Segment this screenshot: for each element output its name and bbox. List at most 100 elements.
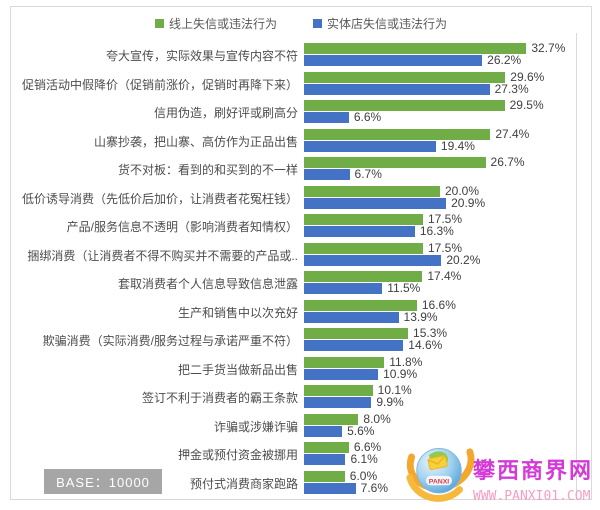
bar-offline bbox=[304, 397, 372, 408]
bar-online bbox=[304, 214, 423, 225]
legend-label-offline: 实体店失信或违法行为 bbox=[327, 17, 448, 31]
chart-row: 低价诱导消费（先低价后加价，让消费者花冤枉钱） 20.0% 20.9% bbox=[11, 184, 591, 212]
category-label: 签订不利于消费者的霸王条款 bbox=[141, 391, 298, 405]
value-label: 5.6% bbox=[347, 423, 375, 438]
legend-swatch-blue-icon bbox=[313, 19, 322, 28]
value-label: 20.9% bbox=[451, 195, 486, 210]
bar-online bbox=[304, 71, 506, 83]
value-label: 32.7% bbox=[531, 41, 566, 55]
chart-row: 把二手货当做新品出售 11.8% 10.9% bbox=[11, 355, 591, 383]
chart-frame: 线上失信或违法行为 实体店失信或违法行为 夸大宣传，实际效果与宣传内容不符 32.… bbox=[10, 6, 593, 504]
value-label: 29.5% bbox=[509, 98, 544, 112]
value-label: 26.7% bbox=[490, 155, 525, 169]
bar-online bbox=[304, 271, 423, 282]
watermark: PANXI 攀西商界网 WWW.PANXI01.COM bbox=[403, 433, 593, 504]
bar-offline bbox=[304, 482, 356, 494]
bar-offline bbox=[304, 140, 436, 152]
chart-row: 签订不利于消费者的霸王条款 10.1% 9.9% bbox=[11, 383, 591, 411]
logo-text: PANXI bbox=[429, 479, 450, 486]
legend-label-online: 线上失信或违法行为 bbox=[168, 17, 277, 31]
chart-row: 产品/服务信息不透明（影响消费者知情权） 17.5% 16.3% bbox=[11, 212, 591, 240]
bar-online bbox=[304, 185, 440, 197]
bar-offline bbox=[304, 311, 399, 323]
value-label: 9.9% bbox=[376, 395, 404, 409]
bar-offline bbox=[304, 340, 404, 351]
bar-online bbox=[304, 100, 505, 111]
category-label: 把二手货当做新品出售 bbox=[177, 362, 298, 377]
bar-online bbox=[304, 43, 527, 54]
watermark-site-name: 攀西商界网 bbox=[473, 458, 594, 483]
value-label: 7.6% bbox=[360, 480, 389, 495]
category-label: 套取消费者个人信息导致信息泄露 bbox=[117, 277, 298, 291]
category-label: 押金或预付资金被挪用 bbox=[177, 448, 298, 462]
bar-offline bbox=[304, 368, 379, 380]
chart-row: 促销活动中假降价（促销前涨价，促销时再降下来） 29.6% 27.3% bbox=[11, 70, 591, 98]
value-label: 27.4% bbox=[495, 126, 530, 141]
chart-row: 山寨抄袭，把山寨、高仿作为正品出售 27.4% 19.4% bbox=[11, 127, 591, 155]
category-label: 捆绑消费（让消费者不得不购买并不需要的产品或.. bbox=[27, 248, 298, 263]
chart-row: 欺骗消费（实际消费/服务过程与承诺严重不符） 15.3% 14.6% bbox=[11, 326, 591, 354]
value-label: 20.2% bbox=[446, 252, 481, 267]
value-label: 10.9% bbox=[383, 366, 418, 381]
bar-online bbox=[304, 356, 385, 368]
value-label: 27.3% bbox=[494, 81, 529, 96]
bar-online bbox=[304, 385, 373, 396]
watermark-text: 攀西商界网 WWW.PANXI01.COM bbox=[473, 453, 593, 504]
value-label: 6.6% bbox=[353, 440, 382, 454]
value-label: 17.5% bbox=[428, 240, 463, 255]
bar-online bbox=[304, 299, 417, 311]
value-label: 16.3% bbox=[419, 224, 454, 238]
value-label: 6.6% bbox=[353, 110, 382, 124]
category-label: 信用伪造，刷好评或刷高分 bbox=[153, 106, 298, 120]
chart-row: 套取消费者个人信息导致信息泄露 17.4% 11.5% bbox=[11, 269, 591, 297]
bar-offline bbox=[304, 283, 383, 294]
value-label: 13.9% bbox=[403, 309, 438, 324]
value-label: 10.1% bbox=[377, 383, 412, 397]
value-label: 8.0% bbox=[363, 411, 391, 426]
base-size-badge: BASE：10000 bbox=[44, 469, 162, 494]
value-label: 6.7% bbox=[354, 167, 382, 181]
legend-item-online: 线上失信或违法行为 bbox=[154, 15, 277, 32]
bar-online bbox=[304, 470, 345, 482]
category-label: 欺骗消费（实际消费/服务过程与承诺严重不符） bbox=[42, 334, 298, 348]
category-label: 货不对板：看到的和买到的不一样 bbox=[117, 163, 298, 177]
category-label: 诈骗或涉嫌诈骗 bbox=[213, 419, 298, 434]
value-label: 17.5% bbox=[428, 212, 463, 226]
value-label: 15.3% bbox=[413, 326, 448, 340]
legend-item-offline: 实体店失信或违法行为 bbox=[313, 15, 447, 32]
bar-offline bbox=[304, 112, 349, 123]
bar-offline bbox=[304, 226, 415, 237]
bar-offline bbox=[304, 425, 343, 437]
value-label: 29.6% bbox=[510, 69, 545, 84]
globe-logo-icon: PANXI bbox=[403, 433, 475, 510]
chart-row: 货不对板：看到的和买到的不一样 26.7% 6.7% bbox=[11, 155, 591, 183]
bar-offline bbox=[304, 55, 483, 66]
category-label: 低价诱导消费（先低价后加价，让消费者花冤枉钱） bbox=[21, 191, 298, 206]
category-label: 生产和销售中以次充好 bbox=[177, 305, 298, 320]
bar-online bbox=[304, 442, 349, 453]
category-label: 山寨抄袭，把山寨、高仿作为正品出售 bbox=[93, 134, 298, 149]
chart-row: 信用伪造，刷好评或刷高分 29.5% 6.6% bbox=[11, 98, 591, 126]
chart-row: 夸大宣传，实际效果与宣传内容不符 32.7% 26.2% bbox=[11, 41, 591, 69]
right-axis-gridline bbox=[576, 33, 577, 499]
chart-row: 捆绑消费（让消费者不得不购买并不需要的产品或.. 17.5% 20.2% bbox=[11, 241, 591, 269]
value-label: 6.0% bbox=[349, 468, 378, 483]
bar-offline bbox=[304, 254, 442, 266]
value-label: 17.4% bbox=[427, 269, 462, 283]
bar-online bbox=[304, 242, 423, 254]
legend-swatch-green-icon bbox=[154, 19, 164, 28]
chart-row: 生产和销售中以次充好 16.6% 13.9% bbox=[11, 298, 591, 326]
bar-offline bbox=[304, 197, 447, 209]
bar-online bbox=[304, 328, 409, 339]
chart-row: 预付式消费商家跑路 6.0% 7.6% bbox=[11, 469, 591, 497]
watermark-url: WWW.PANXI01.COM bbox=[473, 489, 591, 504]
value-label: 11.5% bbox=[387, 281, 421, 295]
value-label: 6.1% bbox=[350, 452, 378, 466]
chart-row: 押金或预付资金被挪用 6.6% 6.1% bbox=[11, 440, 591, 468]
bar-offline bbox=[304, 169, 350, 180]
bar-online bbox=[304, 413, 359, 425]
bar-offline bbox=[304, 83, 490, 95]
category-label: 预付式消费商家跑路 bbox=[189, 476, 298, 491]
value-label: 19.4% bbox=[440, 138, 475, 153]
